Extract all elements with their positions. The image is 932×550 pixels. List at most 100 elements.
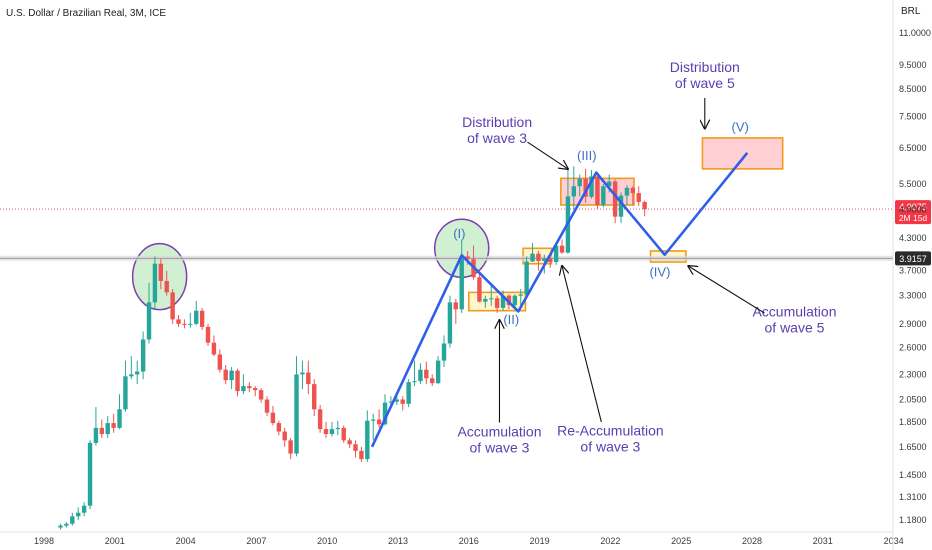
annotation-text: Accumulation — [752, 303, 836, 319]
y-tick-label: 1.6500 — [899, 442, 927, 452]
candle-body — [182, 323, 187, 325]
candle — [618, 192, 624, 224]
candle-body — [382, 402, 388, 425]
candle-body — [306, 372, 311, 385]
candle — [105, 416, 110, 438]
annotation-text: Distribution — [462, 114, 532, 130]
candle-body — [176, 319, 181, 324]
x-tick-label: 2016 — [459, 536, 479, 546]
candle-body — [253, 388, 258, 391]
zone-box — [701, 137, 784, 170]
candle — [524, 256, 529, 296]
candle — [188, 312, 193, 328]
candle-body — [199, 310, 205, 327]
candle-body — [595, 176, 600, 206]
candle-body — [135, 371, 140, 375]
y-tick-label: 3.7000 — [899, 266, 927, 276]
candle — [371, 413, 376, 441]
y-tick-label: 9.5000 — [899, 60, 927, 70]
y-tick-label: 1.4500 — [899, 470, 927, 480]
x-tick-label: 2010 — [317, 536, 337, 546]
y-tick-label: 5.5000 — [899, 179, 927, 189]
candle — [194, 301, 199, 326]
candle-body — [229, 370, 234, 381]
annotation-text: Distribution — [670, 59, 740, 75]
candle — [365, 410, 370, 462]
candle — [111, 413, 116, 433]
candle — [341, 425, 346, 443]
candle-body — [58, 525, 63, 528]
candle-body — [589, 176, 594, 197]
candle-body — [205, 326, 211, 343]
candle-body — [394, 399, 400, 402]
x-tick-label: 2022 — [600, 536, 620, 546]
candle-body — [76, 512, 81, 517]
candle-body — [99, 427, 105, 435]
candle — [630, 186, 636, 206]
y-tick-label: 2.6000 — [899, 343, 927, 353]
candle-body — [465, 256, 470, 260]
candle — [176, 314, 181, 327]
candle-body — [607, 181, 612, 187]
candle — [93, 407, 99, 446]
y-tick-label: 1.8500 — [899, 417, 927, 427]
candle-body — [636, 193, 641, 202]
annotation-text: Re-Accumulation — [557, 422, 664, 438]
candle — [500, 290, 506, 311]
y-tick-label: 2.0500 — [899, 395, 927, 405]
candle-body — [365, 420, 370, 460]
candle-body — [530, 253, 535, 262]
candle-body — [105, 423, 110, 435]
candle — [518, 289, 523, 306]
candle-body — [123, 376, 128, 410]
candle-body — [312, 384, 317, 410]
candle-body — [489, 298, 494, 300]
candle-body — [559, 245, 565, 253]
candle-body — [264, 399, 270, 413]
candle-body — [294, 374, 299, 454]
level-badge-value: 3.9157 — [899, 254, 927, 264]
y-tick-label: 4.9000 — [899, 204, 927, 214]
candle-body — [117, 409, 122, 428]
annotation-arrow — [527, 141, 567, 169]
chart-title: U.S. Dollar / Brazilian Real, 3M, ICE — [6, 8, 166, 19]
currency-label: BRL — [901, 6, 921, 17]
candle-body — [630, 187, 636, 194]
candle-body — [441, 343, 447, 361]
candle — [612, 179, 618, 224]
candle — [323, 421, 329, 438]
candle — [447, 295, 453, 348]
candle — [536, 250, 541, 271]
candle — [164, 270, 169, 296]
x-tick-label: 2007 — [246, 536, 266, 546]
x-tick-label: 2004 — [176, 536, 196, 546]
annotation-text: of wave 3 — [580, 438, 640, 454]
candle-body — [412, 381, 417, 383]
candle — [64, 521, 69, 528]
candle — [435, 356, 441, 385]
candle — [601, 184, 606, 208]
candle — [253, 386, 258, 397]
candle — [205, 323, 211, 346]
candle — [235, 368, 240, 397]
candle-body — [170, 292, 175, 320]
candle — [81, 502, 87, 517]
x-tick-label: 2028 — [742, 536, 762, 546]
candle-body — [518, 294, 523, 296]
candle-body — [93, 427, 99, 443]
candle-body — [146, 302, 152, 340]
x-tick-label: 2025 — [671, 536, 691, 546]
candle-body — [583, 178, 588, 197]
candle — [87, 440, 93, 510]
candle — [258, 388, 264, 403]
candle-body — [642, 201, 647, 210]
last-price-badge — [895, 200, 931, 225]
candle — [182, 319, 187, 329]
candles-layer[interactable] — [58, 166, 647, 530]
x-axis: 1998 2001 2004 2007 2010 2013 2016 2019 2022 2025… — [0, 531, 904, 546]
